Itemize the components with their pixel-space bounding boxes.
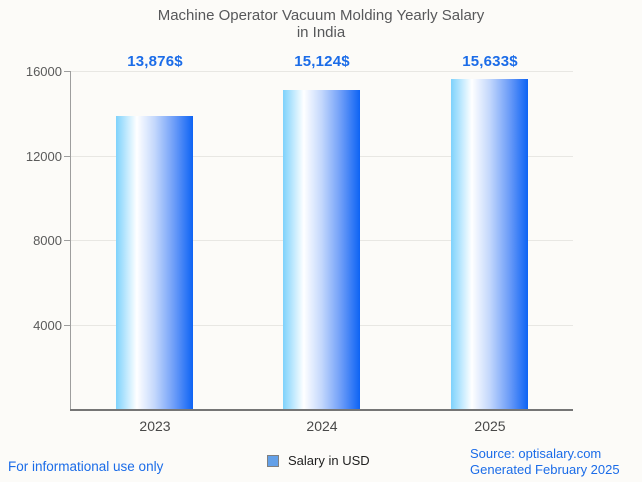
source-block: Source: optisalary.com Generated Februar… [470, 446, 620, 478]
chart-title-line1: Machine Operator Vacuum Molding Yearly S… [157, 7, 485, 24]
bar-2023[interactable] [116, 116, 193, 410]
y-axis [70, 71, 71, 410]
x-axis [70, 409, 573, 411]
bar-2024[interactable] [283, 90, 360, 410]
x-axis-label-2024: 2024 [306, 418, 338, 434]
legend-item-salary-usd[interactable]: Salary in USD [267, 453, 370, 468]
x-axis-label-2023: 2023 [139, 418, 171, 434]
generated-date: Generated February 2025 [470, 462, 620, 477]
bar-2025[interactable] [451, 79, 528, 410]
y-tick-mark [64, 71, 70, 72]
chart-title: Machine Operator Vacuum Molding Yearly S… [0, 7, 642, 41]
value-label-2025: 15,633$ [462, 53, 518, 70]
gridline-16000 [70, 71, 573, 72]
y-tick-mark [64, 156, 70, 157]
y-tick-mark [64, 325, 70, 326]
source-link[interactable]: Source: optisalary.com [470, 446, 602, 461]
y-axis-label-4000: 4000 [33, 318, 62, 333]
y-axis-label-12000: 12000 [25, 149, 62, 164]
legend-swatch-icon [267, 454, 279, 467]
chart-title-line2: in India [296, 24, 346, 41]
x-axis-label-2025: 2025 [474, 418, 506, 434]
legend-label: Salary in USD [288, 453, 370, 468]
value-label-2023: 13,876$ [127, 53, 183, 70]
disclaimer-text: For informational use only [8, 459, 164, 474]
y-axis-label-16000: 16000 [25, 64, 62, 79]
y-axis-label-8000: 8000 [33, 233, 62, 248]
value-label-2024: 15,124$ [294, 53, 350, 70]
y-tick-mark [64, 240, 70, 241]
